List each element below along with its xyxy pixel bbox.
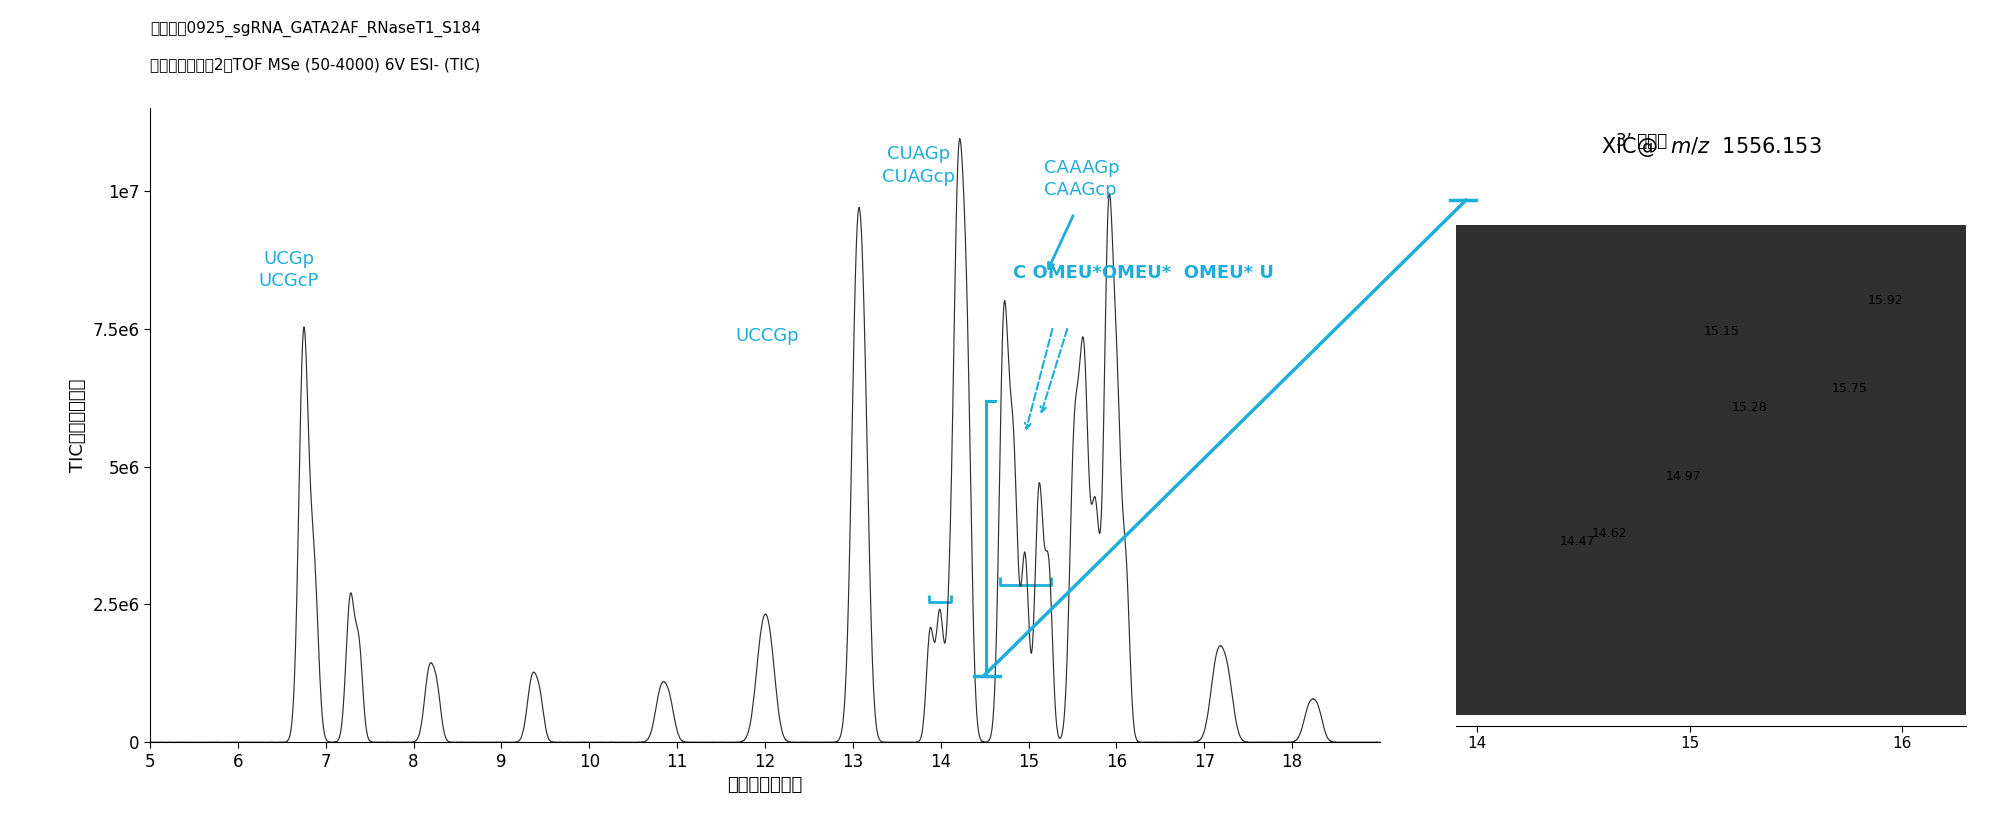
Text: 項目名：0925_sgRNA_GATA2AF_RNaseT1_S184: 項目名：0925_sgRNA_GATA2AF_RNaseT1_S184 [150, 21, 480, 37]
Text: UCGp
UCGcP: UCGp UCGcP [258, 250, 320, 290]
Text: チャンネル名：2：TOF MSe (50-4000) 6V ESI- (TIC): チャンネル名：2：TOF MSe (50-4000) 6V ESI- (TIC) [150, 57, 480, 72]
Text: 15.75: 15.75 [1832, 382, 1868, 395]
Text: UCCGp: UCCGp [734, 328, 798, 345]
Text: 14.47: 14.47 [1560, 535, 1594, 548]
Text: 15.92: 15.92 [1868, 294, 1904, 307]
X-axis label: 保持時間［分］: 保持時間［分］ [728, 776, 802, 794]
Title: XIC@  $m/z$  1556.153: XIC@ $m/z$ 1556.153 [1600, 135, 1822, 159]
Text: C OMEU*OMEU*  OMEU* U: C OMEU*OMEU* OMEU* U [1012, 264, 1274, 282]
Text: 14.62: 14.62 [1592, 527, 1626, 540]
Text: 3’ オリゴ: 3’ オリゴ [1616, 132, 1668, 150]
Y-axis label: TIC［カウント］: TIC［カウント］ [68, 379, 86, 472]
Text: 14.97: 14.97 [1666, 470, 1702, 483]
Text: CUAGp
CUAGcp: CUAGp CUAGcp [882, 145, 956, 186]
Text: 15.28: 15.28 [1732, 401, 1768, 414]
Text: CAAAGp
CAAGcp: CAAAGp CAAGcp [1044, 159, 1120, 199]
Text: 15.15: 15.15 [1704, 325, 1740, 338]
